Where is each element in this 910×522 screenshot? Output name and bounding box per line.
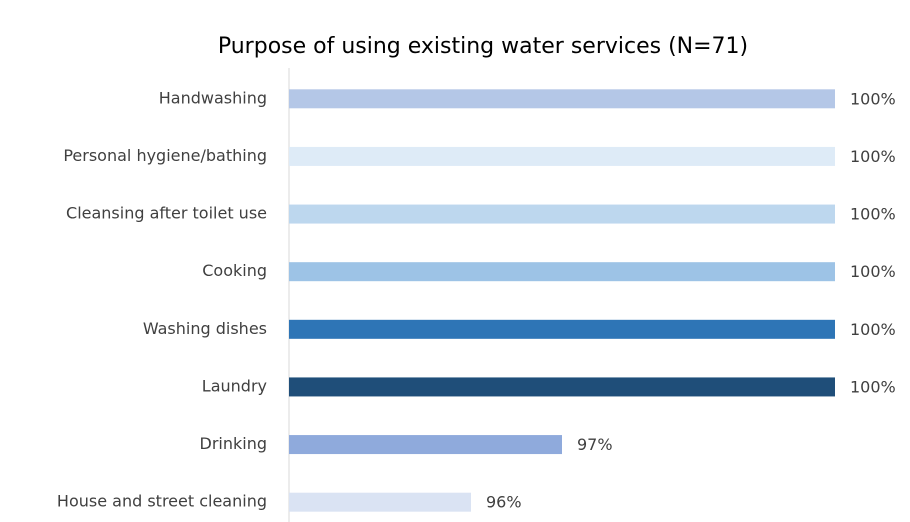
bar (289, 89, 835, 109)
category-label: Washing dishes (143, 319, 267, 338)
data-label: 97% (577, 435, 613, 454)
bar (289, 204, 835, 224)
data-label: 100% (850, 89, 896, 108)
category-label: Drinking (200, 434, 268, 453)
bar (289, 319, 835, 339)
data-label: 100% (850, 377, 896, 396)
bar (289, 435, 562, 455)
category-label: Personal hygiene/bathing (63, 146, 267, 165)
data-label: 100% (850, 205, 896, 224)
bar (289, 492, 471, 512)
bar (289, 146, 835, 166)
category-label: Handwashing (159, 88, 267, 107)
category-label: House and street cleaning (57, 492, 267, 511)
category-label: Cooking (202, 261, 267, 280)
data-label: 96% (486, 493, 522, 512)
bar (289, 377, 835, 397)
bar (289, 262, 835, 282)
data-label: 100% (850, 262, 896, 281)
data-label: 100% (850, 320, 896, 339)
chart-title: Purpose of using existing water services… (218, 34, 748, 59)
data-label: 100% (850, 147, 896, 166)
category-label: Cleansing after toilet use (66, 204, 267, 223)
category-label: Laundry (202, 376, 267, 395)
